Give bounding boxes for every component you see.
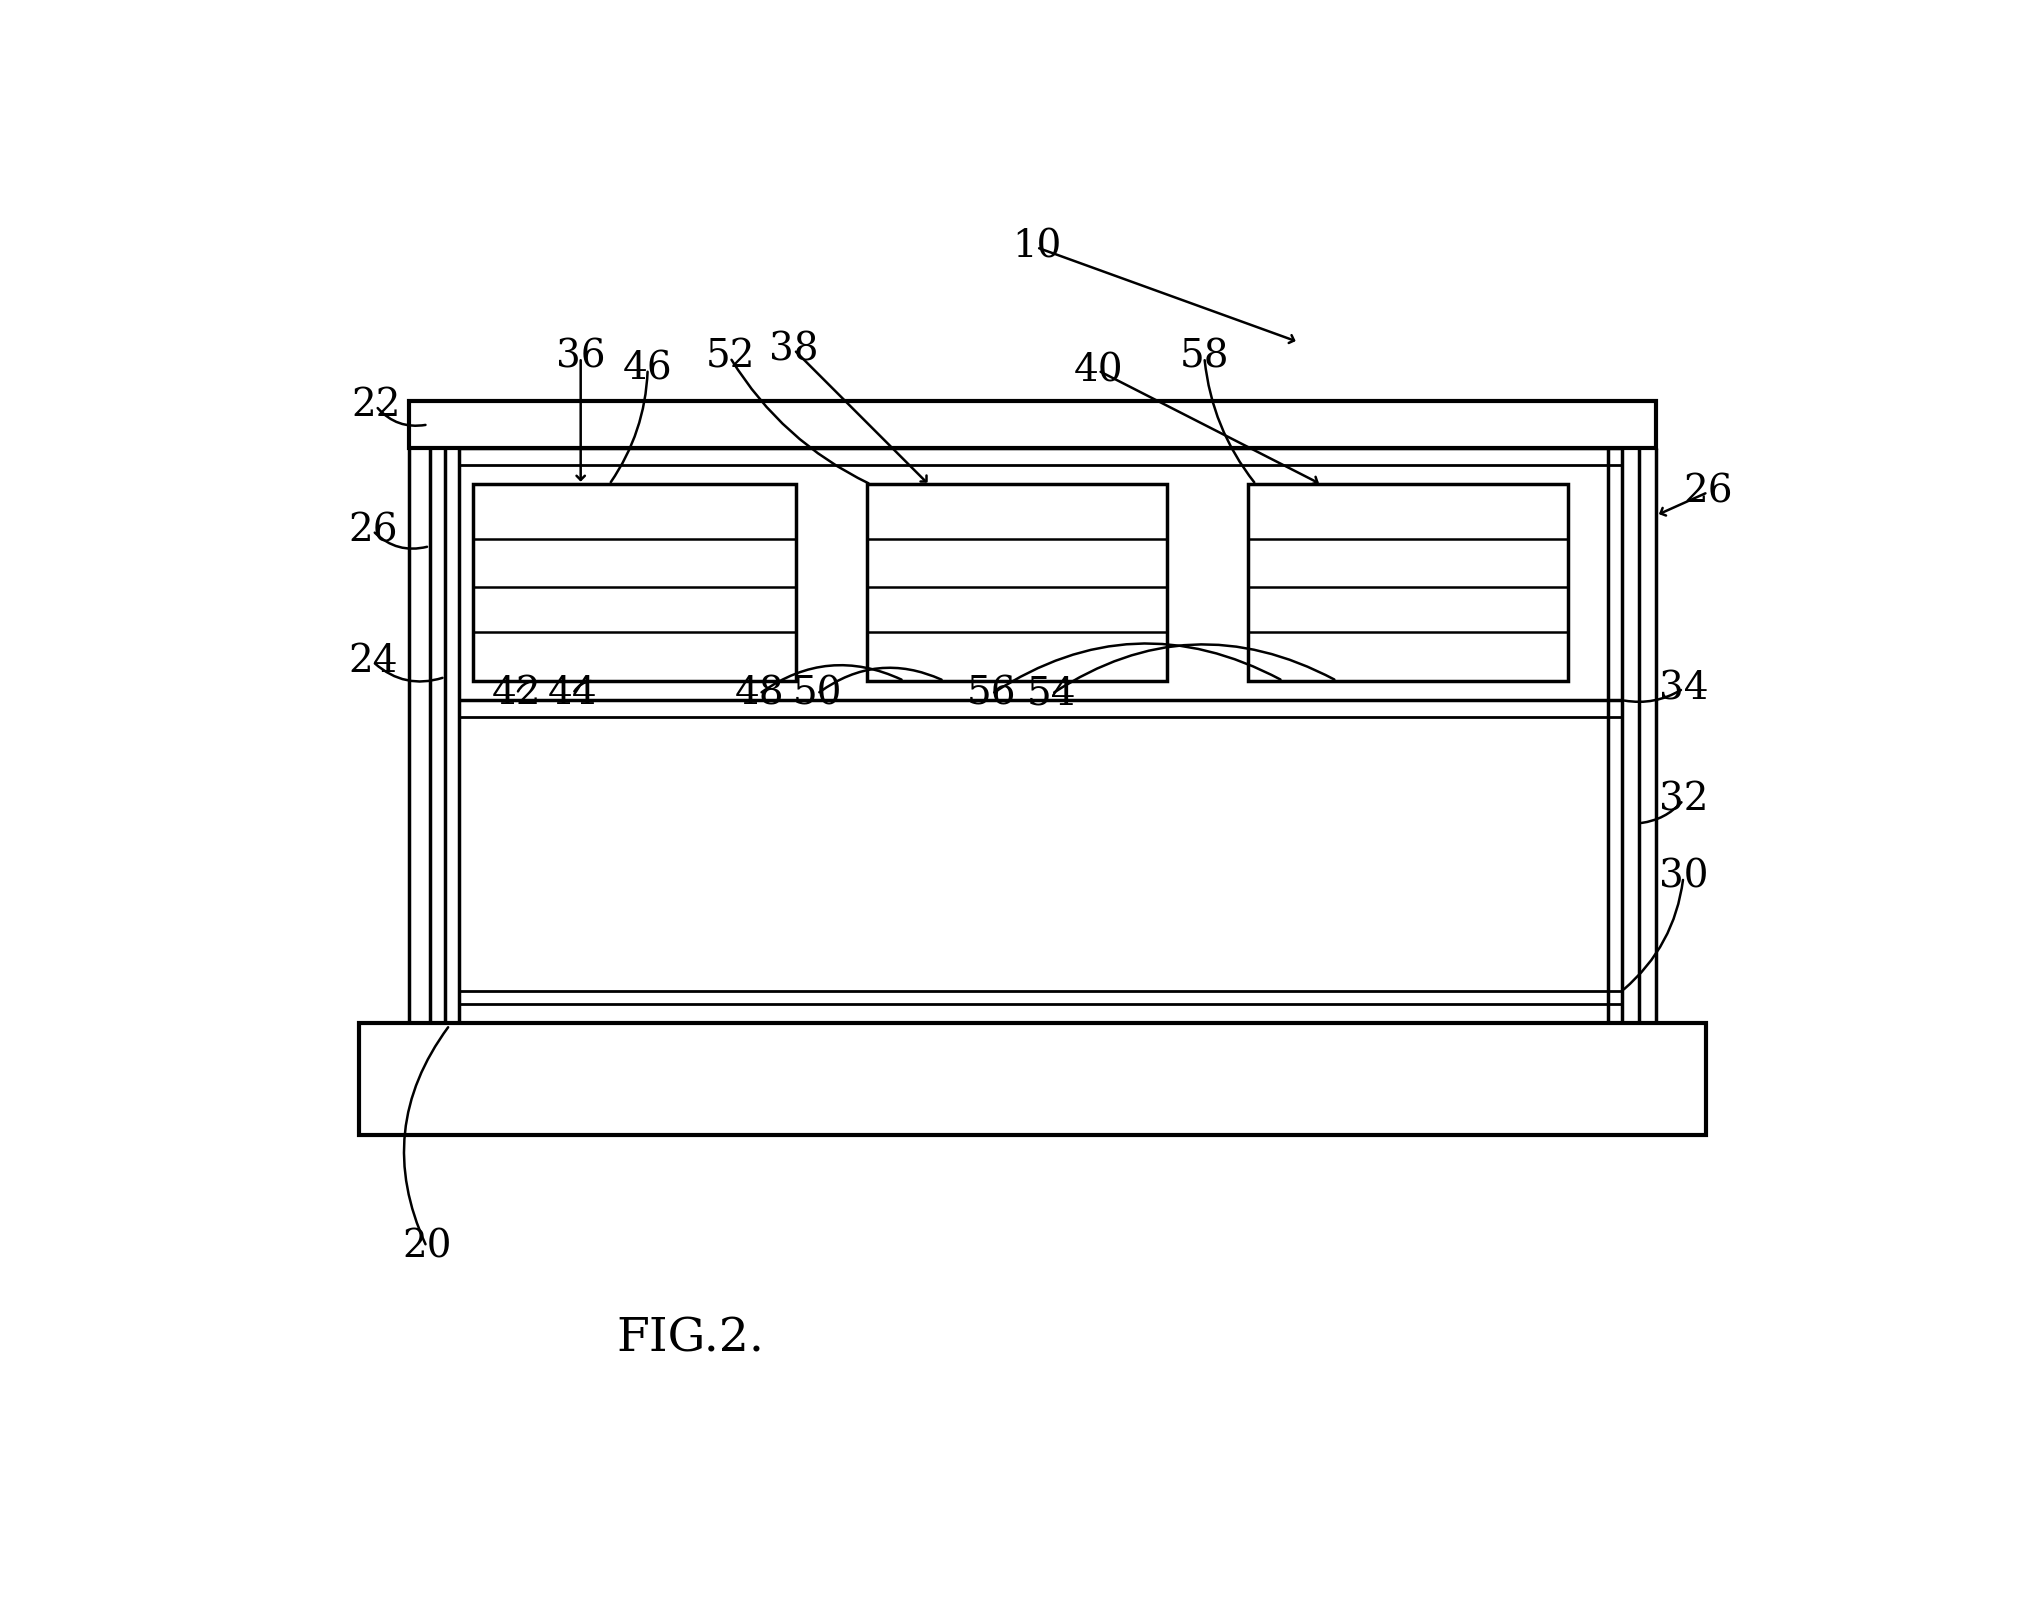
Bar [1248,484,1567,681]
Text: 32: 32 [1659,782,1707,819]
Text: 10: 10 [1011,229,1062,265]
Text: 48: 48 [735,675,784,713]
Bar [408,401,1656,448]
Text: 40: 40 [1074,352,1123,389]
Text: 36: 36 [556,339,605,376]
Text: FIG.2.: FIG.2. [615,1316,763,1362]
Text: 42: 42 [491,675,542,713]
Bar [867,484,1167,681]
Text: 20: 20 [402,1228,451,1265]
Text: 22: 22 [351,387,400,424]
Text: 46: 46 [623,350,672,387]
Text: 24: 24 [347,643,398,680]
Text: 54: 54 [1027,675,1076,713]
Text: 50: 50 [792,675,842,713]
Text: 34: 34 [1659,670,1707,707]
Text: 44: 44 [548,675,599,713]
Text: 26: 26 [347,512,398,548]
Text: 38: 38 [769,331,818,368]
Text: 56: 56 [966,675,1017,713]
Text: 26: 26 [1683,473,1734,510]
Text: 58: 58 [1179,339,1228,376]
Text: 52: 52 [704,339,755,376]
Bar [359,1023,1707,1135]
Bar [473,484,796,681]
Text: 30: 30 [1659,859,1707,895]
